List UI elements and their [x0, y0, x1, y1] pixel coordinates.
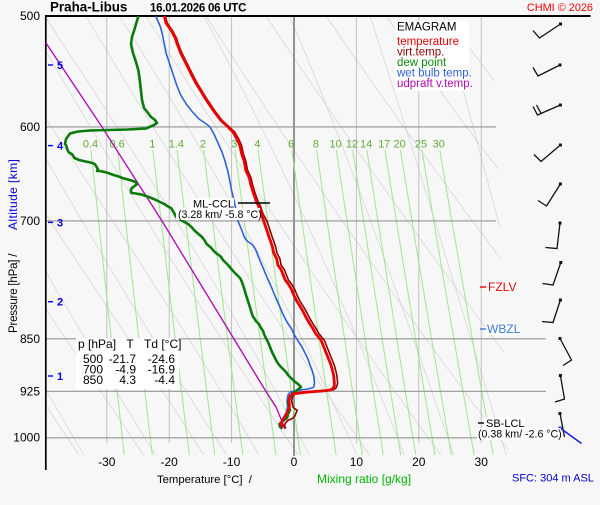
svg-text:(0.38 km/ -2.6 °C): (0.38 km/ -2.6 °C)	[478, 429, 562, 441]
svg-text:(3.28 km/ -5.8 °C): (3.28 km/ -5.8 °C)	[178, 209, 262, 221]
svg-text:850: 850	[83, 373, 103, 387]
svg-text:3: 3	[57, 217, 63, 229]
svg-text:SFC: 304 m ASL: SFC: 304 m ASL	[512, 473, 594, 485]
svg-text:1: 1	[57, 371, 63, 383]
svg-text:-21.7: -21.7	[109, 352, 137, 366]
svg-text:-24.6: -24.6	[148, 352, 176, 366]
svg-text:10: 10	[329, 139, 341, 151]
svg-text:1000: 1000	[13, 431, 40, 445]
svg-text:Praha-Libus: Praha-Libus	[50, 0, 127, 15]
svg-text:14: 14	[360, 139, 372, 151]
svg-text:Mixing ratio [g/kg]: Mixing ratio [g/kg]	[317, 472, 411, 486]
svg-text:0.6: 0.6	[109, 139, 124, 151]
svg-text:ML-CCL: ML-CCL	[193, 199, 234, 211]
svg-text:500: 500	[83, 352, 103, 366]
svg-text:4.3: 4.3	[119, 373, 136, 387]
svg-text:wet bulb temp.: wet bulb temp.	[396, 68, 472, 80]
svg-text:EMAGRAM: EMAGRAM	[397, 22, 456, 34]
svg-text:-10: -10	[223, 455, 241, 469]
svg-text:-20: -20	[161, 455, 179, 469]
svg-text:Pressure [hPa] /: Pressure [hPa] /	[8, 253, 20, 333]
svg-text:30: 30	[475, 455, 489, 469]
svg-text:16.01.2026 06 UTC: 16.01.2026 06 UTC	[150, 3, 246, 15]
svg-text:-4.4: -4.4	[154, 373, 175, 387]
svg-text:-4.9: -4.9	[115, 363, 136, 377]
svg-text:4: 4	[57, 141, 64, 153]
svg-text:SB-LCL: SB-LCL	[486, 418, 525, 430]
svg-text:-16.9: -16.9	[148, 363, 176, 377]
svg-text:T: T	[126, 337, 134, 351]
svg-text:8: 8	[313, 139, 319, 151]
svg-text:0.4: 0.4	[83, 139, 98, 151]
svg-text:20: 20	[393, 139, 405, 151]
svg-text:temperature: temperature	[397, 36, 459, 48]
svg-text:17: 17	[378, 139, 390, 151]
svg-text:10: 10	[350, 455, 364, 469]
svg-text:WBZL: WBZL	[487, 322, 521, 336]
svg-text:25: 25	[415, 139, 427, 151]
svg-text:850: 850	[20, 332, 40, 346]
svg-text:CHMI © 2026: CHMI © 2026	[527, 2, 593, 14]
svg-text:2: 2	[200, 139, 206, 151]
svg-text:700: 700	[83, 363, 103, 377]
svg-text:700: 700	[20, 214, 40, 228]
svg-text:30: 30	[433, 139, 445, 151]
svg-text:600: 600	[20, 120, 40, 134]
svg-text:Td [°C]: Td [°C]	[144, 337, 181, 351]
svg-text:-30: -30	[98, 455, 116, 469]
svg-text:dew point: dew point	[397, 57, 447, 69]
svg-text:12: 12	[346, 139, 358, 151]
svg-text:6: 6	[288, 139, 294, 151]
svg-text:3: 3	[231, 139, 237, 151]
svg-text:1: 1	[149, 139, 155, 151]
svg-text:20: 20	[412, 455, 426, 469]
svg-text:500: 500	[20, 9, 40, 23]
svg-text:0: 0	[291, 455, 298, 469]
svg-text:925: 925	[20, 385, 40, 399]
svg-text:5: 5	[57, 60, 63, 72]
svg-text:virt.temp.: virt.temp.	[397, 47, 444, 59]
svg-text:p [hPa]: p [hPa]	[78, 337, 116, 351]
svg-text:Altitude [km]: Altitude [km]	[6, 159, 20, 230]
svg-text:4: 4	[254, 139, 260, 151]
svg-text:FZLV: FZLV	[488, 280, 516, 294]
svg-text:Temperature [°C] /: Temperature [°C] /	[157, 474, 253, 486]
svg-text:2: 2	[57, 297, 63, 309]
svg-text:udpraft v.temp.: udpraft v.temp.	[397, 78, 473, 90]
svg-text:1.4: 1.4	[169, 139, 184, 151]
